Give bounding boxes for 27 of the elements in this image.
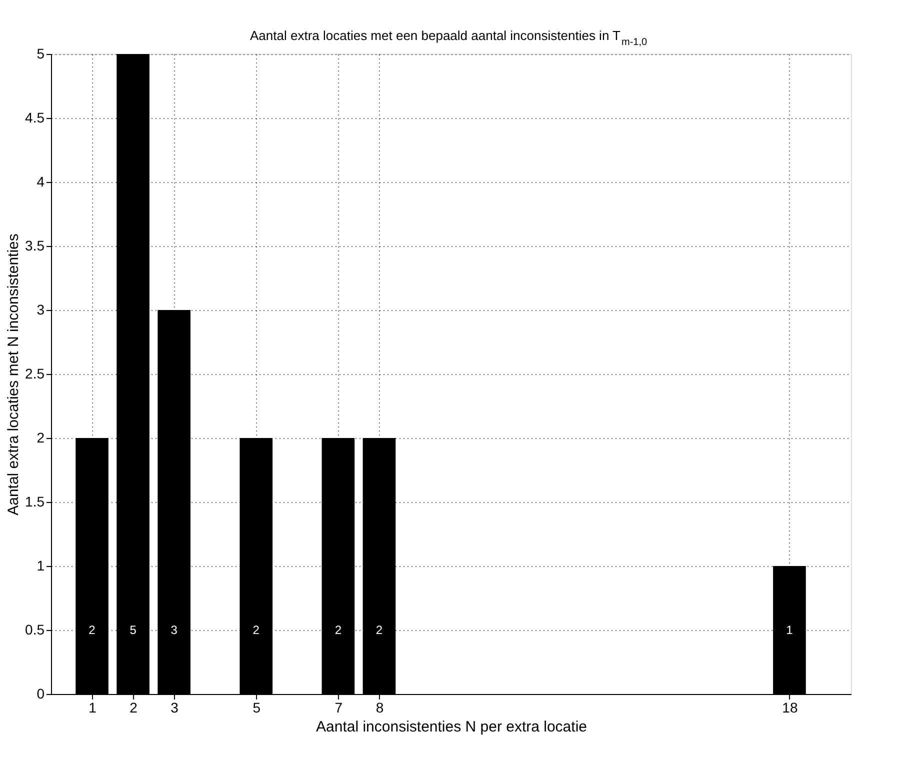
x-tick-label: 18: [782, 700, 798, 716]
y-tick-label: 2.5: [25, 366, 45, 382]
y-tick-label: 0.5: [25, 622, 45, 638]
data-label: 2: [376, 623, 383, 637]
x-tick-label: 7: [334, 700, 343, 716]
data-label: 5: [130, 623, 137, 637]
x-axis-title: Aantal inconsistenties N per extra locatie: [316, 718, 587, 736]
x-tick-label: 1: [88, 700, 97, 716]
x-tick-label: 5: [252, 700, 261, 716]
data-label: 1: [786, 623, 794, 637]
x-tick-label: 8: [376, 700, 384, 716]
y-axis-title: Aantal extra locaties met N inconsistenties: [5, 234, 22, 516]
y-tick-label: 1: [36, 558, 45, 574]
y-tick-label: 2: [36, 430, 45, 446]
x-tick-label: 2: [130, 700, 138, 716]
y-tick-label: 5: [36, 46, 45, 62]
y-tick-label: 3: [36, 302, 45, 318]
data-label: 2: [252, 623, 260, 637]
data-label: 2: [88, 623, 96, 637]
y-tick-label: 0: [36, 686, 45, 702]
x-tick-label: 3: [170, 700, 179, 716]
y-tick-label: 4: [36, 174, 45, 190]
data-label: 2: [334, 623, 342, 637]
y-tick-label: 1.5: [25, 494, 45, 510]
y-tick-label: 4.5: [25, 110, 45, 126]
y-tick-label: 3.5: [25, 238, 45, 254]
data-label: 3: [170, 623, 178, 637]
